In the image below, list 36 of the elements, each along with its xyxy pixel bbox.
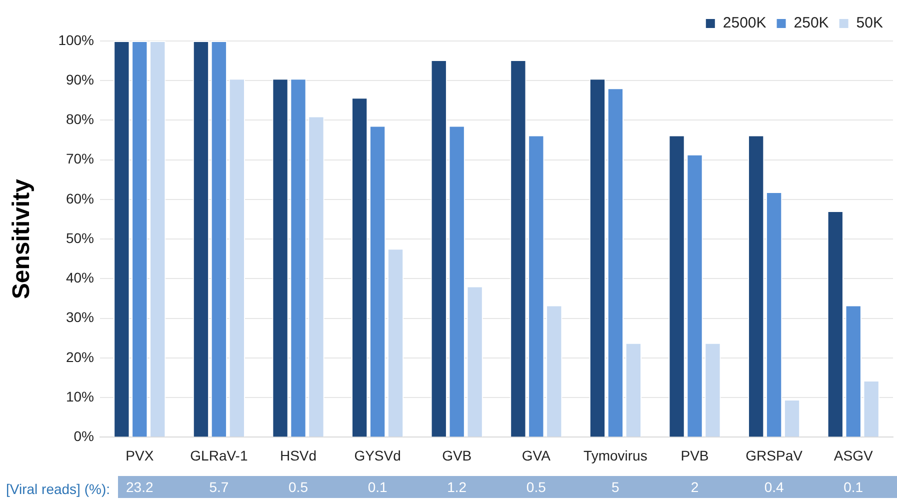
x-tick-label: PVX	[126, 447, 154, 464]
text: 1.2	[447, 478, 467, 497]
y-tick-label: 100%	[58, 32, 94, 48]
y-tick-label: 40%	[66, 270, 94, 286]
y-tick-label: 20%	[66, 348, 94, 365]
text: 23.2	[126, 478, 154, 497]
x-tick-label: GRSPaV	[746, 447, 804, 464]
legend-label: 250K	[794, 14, 829, 32]
y-tick-label: 0%	[74, 428, 94, 444]
x-tick-label: ASGV	[834, 447, 874, 464]
text: 0.1	[368, 478, 388, 497]
legend-label: 2500K	[722, 14, 766, 32]
x-tick-label: GLRaV-1	[190, 447, 248, 464]
text: 0.5	[526, 478, 546, 497]
y-tick-label: 80%	[66, 111, 94, 128]
y-tick-label: 10%	[66, 388, 94, 404]
y-tick-label: 70%	[66, 150, 94, 167]
y-tick-label: 50%	[66, 230, 94, 246]
y-tick-label: 30%	[66, 309, 94, 326]
legend-label: 50K	[856, 14, 884, 32]
text: 0.1	[844, 478, 864, 497]
text: [Viral reads] (%):	[6, 480, 110, 499]
y-tick-label: 90%	[66, 71, 94, 88]
y-axis-title: Sensitivity	[8, 178, 36, 300]
y-tick-label: 60%	[66, 190, 94, 206]
x-tick-label: GVB	[442, 447, 472, 464]
x-tick-label: PVB	[680, 447, 709, 464]
text: 0.5	[288, 478, 308, 497]
text: 0.4	[764, 478, 784, 497]
text: 2	[690, 478, 699, 497]
x-tick-label: GYSVd	[354, 447, 401, 464]
x-tick-label: GVA	[522, 447, 552, 464]
x-tick-label: HSVd	[280, 447, 317, 464]
text: 5.7	[209, 478, 229, 497]
text: 5	[612, 478, 620, 497]
x-tick-label: Tymovirus	[584, 447, 648, 464]
